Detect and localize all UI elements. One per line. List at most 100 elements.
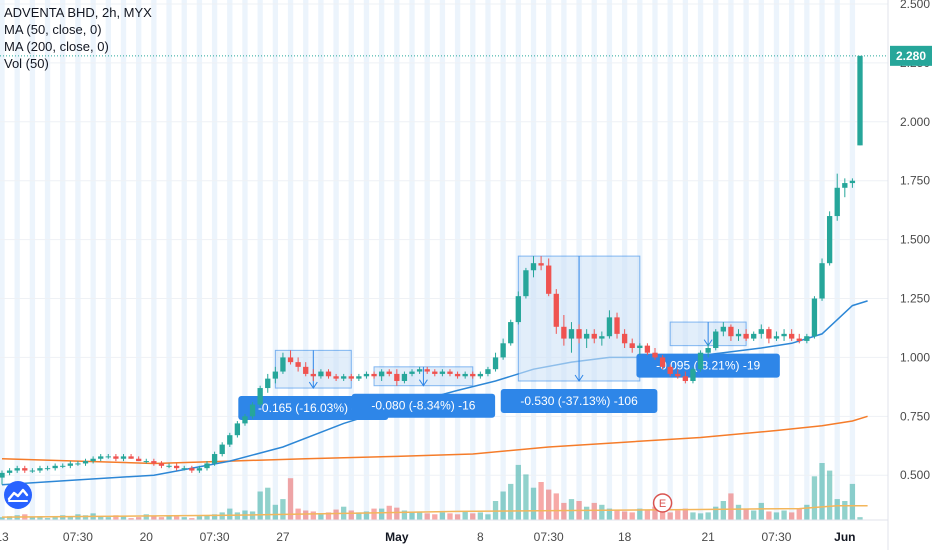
- candle-body[interactable]: [227, 435, 233, 445]
- candle-body[interactable]: [181, 468, 187, 470]
- candle-body[interactable]: [394, 373, 400, 381]
- candle-body[interactable]: [173, 465, 180, 469]
- candle-body[interactable]: [842, 183, 848, 188]
- candle-body[interactable]: [485, 369, 491, 374]
- candle-body[interactable]: [682, 376, 689, 381]
- legend-symbol-title[interactable]: ADVENTA BHD, 2h, MYX: [4, 5, 152, 20]
- candle-body[interactable]: [796, 338, 802, 341]
- candle-body[interactable]: [781, 333, 787, 337]
- candle-body[interactable]: [166, 465, 172, 467]
- candle-body[interactable]: [280, 357, 286, 372]
- candle-body[interactable]: [629, 343, 635, 348]
- candle-body[interactable]: [295, 362, 301, 367]
- candle-body[interactable]: [720, 326, 726, 332]
- candle-body[interactable]: [44, 468, 51, 470]
- candle-body[interactable]: [272, 371, 279, 379]
- candle-body[interactable]: [52, 465, 58, 469]
- candle-body[interactable]: [758, 329, 764, 334]
- candle-body[interactable]: [211, 454, 218, 464]
- candle-body[interactable]: [826, 216, 833, 264]
- candle-body[interactable]: [857, 55, 863, 146]
- candle-body[interactable]: [234, 423, 241, 436]
- candle-body[interactable]: [454, 373, 461, 377]
- candle-body[interactable]: [530, 263, 537, 271]
- candle-body[interactable]: [341, 376, 347, 379]
- candle-body[interactable]: [500, 343, 506, 358]
- candle-body[interactable]: [242, 416, 248, 424]
- candle-body[interactable]: [621, 333, 628, 344]
- earnings-e-icon[interactable]: [652, 493, 673, 513]
- candle-body[interactable]: [439, 371, 446, 374]
- candle-body[interactable]: [82, 461, 89, 464]
- candle-body[interactable]: [348, 376, 354, 379]
- candle-body[interactable]: [713, 331, 719, 348]
- candle-body[interactable]: [470, 373, 476, 377]
- candle-body[interactable]: [424, 369, 430, 372]
- candle-body[interactable]: [644, 345, 651, 353]
- candle-body[interactable]: [751, 333, 757, 339]
- candle-body[interactable]: [90, 458, 96, 462]
- candle-body[interactable]: [113, 456, 119, 459]
- candle-body[interactable]: [667, 366, 673, 374]
- candle-body[interactable]: [204, 463, 210, 469]
- candle-body[interactable]: [614, 317, 620, 334]
- candle-body[interactable]: [378, 371, 385, 377]
- candle-body[interactable]: [356, 376, 362, 379]
- candle-body[interactable]: [98, 456, 104, 459]
- candle-body[interactable]: [538, 263, 544, 266]
- candle-body[interactable]: [599, 336, 605, 339]
- candle-body[interactable]: [576, 329, 582, 339]
- candle-body[interactable]: [0, 472, 5, 478]
- candle-body[interactable]: [318, 371, 324, 377]
- candle-body[interactable]: [523, 270, 529, 297]
- candle-body[interactable]: [492, 357, 499, 370]
- candle-body[interactable]: [409, 371, 415, 374]
- candle-body[interactable]: [363, 373, 370, 377]
- candle-body[interactable]: [75, 463, 81, 465]
- candle-body[interactable]: [105, 456, 111, 458]
- candle-body[interactable]: [697, 352, 704, 370]
- candle-body[interactable]: [371, 373, 377, 377]
- candle-body[interactable]: [196, 468, 203, 471]
- candle-body[interactable]: [568, 329, 575, 339]
- candle-body[interactable]: [728, 326, 734, 337]
- candle-body[interactable]: [583, 333, 590, 339]
- legend-ma50[interactable]: MA (50, close, 0): [4, 22, 102, 37]
- candle-body[interactable]: [652, 352, 658, 358]
- candle-body[interactable]: [675, 373, 681, 377]
- candle-body[interactable]: [257, 388, 263, 405]
- candle-body[interactable]: [120, 456, 127, 459]
- candle-body[interactable]: [151, 461, 157, 464]
- candle-body[interactable]: [606, 317, 613, 337]
- candle-body[interactable]: [705, 348, 711, 353]
- candle-body[interactable]: [416, 369, 423, 372]
- candle-body[interactable]: [447, 371, 453, 374]
- candle-body[interactable]: [401, 373, 408, 381]
- candle-body[interactable]: [22, 468, 28, 471]
- candle-body[interactable]: [158, 463, 165, 466]
- candle-body[interactable]: [287, 357, 294, 363]
- candle-body[interactable]: [128, 456, 134, 459]
- candle-body[interactable]: [553, 293, 559, 327]
- candle-body[interactable]: [819, 263, 825, 299]
- candle-body[interactable]: [386, 371, 392, 374]
- candle-body[interactable]: [515, 296, 521, 323]
- candle-body[interactable]: [477, 373, 484, 377]
- candle-body[interactable]: [136, 458, 142, 462]
- candle-body[interactable]: [67, 463, 73, 466]
- candle-body[interactable]: [249, 404, 256, 417]
- candle-body[interactable]: [6, 470, 13, 473]
- candle-body[interactable]: [766, 329, 772, 339]
- candle-body[interactable]: [325, 371, 332, 377]
- candle-body[interactable]: [849, 180, 856, 184]
- candle-body[interactable]: [29, 470, 36, 472]
- candle-body[interactable]: [333, 376, 339, 379]
- candle-body[interactable]: [659, 357, 666, 367]
- candle-body[interactable]: [735, 333, 742, 337]
- candle-body[interactable]: [561, 326, 567, 339]
- tradingview-cloud-icon[interactable]: [4, 481, 32, 509]
- candle-body[interactable]: [811, 298, 818, 337]
- candle-body[interactable]: [189, 468, 195, 471]
- candle-body[interactable]: [60, 465, 66, 467]
